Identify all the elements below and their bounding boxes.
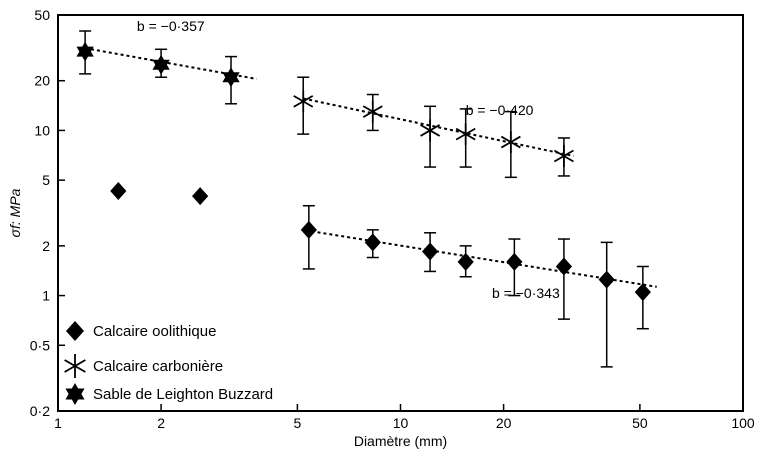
error-bars <box>79 30 649 368</box>
legend-marker-asterisk <box>64 354 86 378</box>
legend-label: Calcaire oolithique <box>93 323 216 340</box>
x-tick-label: 20 <box>496 415 512 431</box>
y-axis-label: σf: MPa <box>7 188 23 237</box>
y-tick-label: 50 <box>34 7 50 23</box>
legend-marker-diamond <box>66 321 84 341</box>
fit-annotations: b = −0·343 b = −0·420 b = −0·357 <box>137 18 560 301</box>
fit-label-diamond: b = −0·343 <box>492 285 560 301</box>
x-axis-ticks: 1 2 5 10 20 50 100 <box>54 404 755 431</box>
data-point-asterisk <box>293 90 314 113</box>
y-tick-label: 0·2 <box>30 403 50 419</box>
legend-label: Sable de Leighton Buzzard <box>93 386 273 403</box>
y-tick-label: 1 <box>42 288 50 304</box>
data-point-asterisk <box>362 100 383 123</box>
y-tick-label: 10 <box>34 122 50 138</box>
data-point-diamond <box>506 252 523 271</box>
data-point-diamond <box>598 270 615 289</box>
error-bar <box>557 238 570 320</box>
data-point-diamond <box>634 283 651 302</box>
y-tick-label: 0·5 <box>30 337 50 353</box>
y-tick-label: 5 <box>42 172 50 188</box>
data-point-diamond <box>192 187 209 206</box>
data-point-diamond <box>364 233 381 252</box>
data-point-diamond <box>555 257 573 276</box>
x-tick-label: 10 <box>393 415 409 431</box>
data-point-diamond <box>110 181 127 200</box>
error-bar <box>600 241 613 368</box>
data-point-star <box>222 67 240 88</box>
y-tick-label: 20 <box>34 73 50 89</box>
data-point-star <box>76 41 94 62</box>
fit-label-star: b = −0·357 <box>137 18 205 34</box>
fit-line-asterisk <box>303 97 574 157</box>
x-tick-label: 2 <box>157 415 165 431</box>
data-point-asterisk <box>420 119 441 142</box>
y-axis-ticks: 0·2 0·5 1 2 5 10 20 50 <box>30 7 65 419</box>
data-point-asterisk <box>553 145 574 168</box>
x-tick-label: 100 <box>731 415 755 431</box>
data-point-diamond <box>421 242 439 261</box>
legend-label: Calcaire carbonière <box>93 358 223 375</box>
data-markers <box>76 41 651 302</box>
x-tick-label: 5 <box>293 415 301 431</box>
legend: Calcaire oolithique Calcaire carbonière Sa… <box>64 321 273 405</box>
data-point-star <box>152 54 170 75</box>
data-point-asterisk <box>455 123 476 146</box>
data-point-diamond <box>457 252 474 271</box>
data-point-diamond <box>300 220 317 239</box>
fit-label-asterisk: b = −0·420 <box>466 102 534 118</box>
x-tick-label: 50 <box>632 415 648 431</box>
fit-lines <box>84 47 657 288</box>
x-axis-label: Diamètre (mm) <box>354 433 447 449</box>
legend-marker-star <box>65 383 85 405</box>
fit-line-diamond <box>311 230 657 288</box>
data-point-asterisk <box>500 131 521 154</box>
x-tick-label: 1 <box>54 415 62 431</box>
y-tick-label: 2 <box>42 238 50 254</box>
